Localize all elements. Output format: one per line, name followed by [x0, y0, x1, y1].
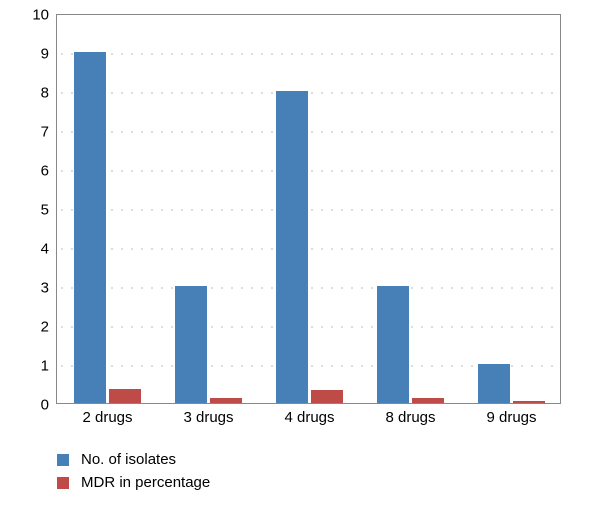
chart-container: 0123456789102 drugs3 drugs4 drugs8 drugs…: [0, 0, 600, 514]
y-tick-label: 9: [19, 46, 49, 63]
x-tick-label: 4 drugs: [284, 409, 334, 426]
y-tick-label: 7: [19, 124, 49, 141]
bar: [311, 390, 343, 403]
y-tick-label: 8: [19, 85, 49, 102]
bar: [109, 389, 141, 403]
bar-group: 3 drugs: [158, 15, 259, 403]
legend-item: MDR in percentage: [57, 474, 210, 491]
legend-label: MDR in percentage: [81, 474, 210, 491]
y-tick-label: 4: [19, 241, 49, 258]
bar: [478, 364, 510, 403]
y-tick-label: 3: [19, 280, 49, 297]
legend-item: No. of isolates: [57, 451, 210, 468]
legend-label: No. of isolates: [81, 451, 176, 468]
bar: [412, 398, 444, 403]
y-tick-label: 6: [19, 163, 49, 180]
x-tick-label: 9 drugs: [486, 409, 536, 426]
legend-swatch: [57, 454, 69, 466]
bar: [377, 286, 409, 403]
x-tick-label: 3 drugs: [183, 409, 233, 426]
y-tick-label: 5: [19, 202, 49, 219]
y-tick-label: 1: [19, 358, 49, 375]
x-tick-label: 2 drugs: [82, 409, 132, 426]
bar-group: 8 drugs: [360, 15, 461, 403]
y-tick-label: 10: [19, 7, 49, 24]
bar: [210, 398, 242, 403]
bar-group: 9 drugs: [461, 15, 562, 403]
bar: [74, 52, 106, 403]
y-tick-label: 2: [19, 319, 49, 336]
bar: [513, 401, 545, 403]
bar: [276, 91, 308, 403]
legend-swatch: [57, 477, 69, 489]
y-tick-label: 0: [19, 397, 49, 414]
x-tick-label: 8 drugs: [385, 409, 435, 426]
bar: [175, 286, 207, 403]
bar-group: 2 drugs: [57, 15, 158, 403]
bar-group: 4 drugs: [259, 15, 360, 403]
legend: No. of isolates MDR in percentage: [57, 451, 210, 497]
plot-area: 0123456789102 drugs3 drugs4 drugs8 drugs…: [56, 14, 561, 404]
